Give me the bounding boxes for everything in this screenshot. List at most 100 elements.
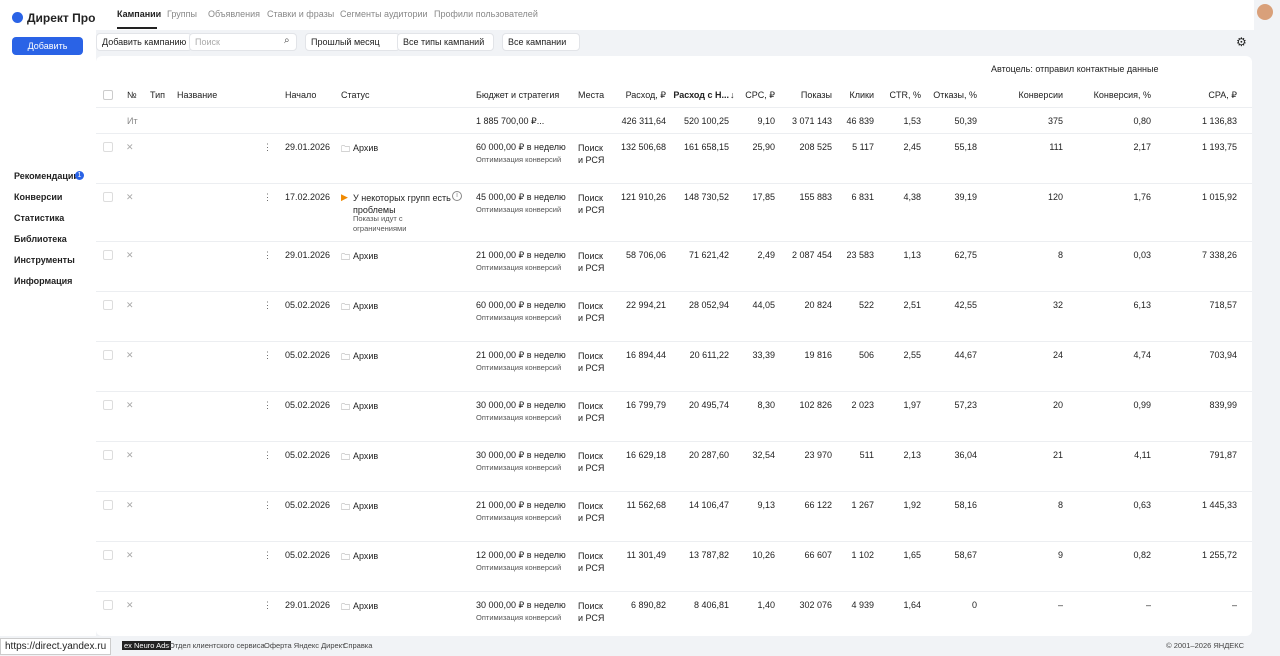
metric: 1 255,72 bbox=[1201, 550, 1237, 560]
tab[interactable]: Ставки и фразы bbox=[267, 9, 335, 19]
metric: 66 607 bbox=[804, 550, 832, 560]
status: У некоторых групп есть проблемы bbox=[353, 193, 451, 215]
budget: 21 000,00 ₽ в неделю bbox=[476, 500, 566, 510]
menu-dots[interactable]: ⋮ bbox=[263, 142, 272, 152]
menu-item[interactable]: Информация bbox=[14, 276, 73, 286]
menu-item[interactable]: Библиотека bbox=[14, 234, 67, 244]
metric: 10,26 bbox=[752, 550, 775, 560]
metric: 132 506,68 bbox=[620, 142, 666, 152]
footer-link[interactable]: ex Neuro Ads bbox=[122, 641, 172, 650]
total-value: 9,10 bbox=[757, 116, 775, 126]
column-header[interactable]: № bbox=[127, 90, 137, 100]
menu-dots[interactable]: ⋮ bbox=[263, 300, 272, 310]
info-icon[interactable]: i bbox=[452, 191, 462, 201]
metric: 2,55 bbox=[903, 350, 921, 360]
tab[interactable]: Сегменты аудитории bbox=[340, 9, 428, 19]
metric: 20 824 bbox=[804, 300, 832, 310]
metric: 703,94 bbox=[1209, 350, 1237, 360]
status-icon: 🗀 bbox=[341, 452, 351, 462]
footer-link[interactable]: Отдел клиентского сервиса bbox=[169, 641, 265, 650]
menu-item[interactable]: Инструменты bbox=[14, 255, 75, 265]
tab[interactable]: Группы bbox=[167, 9, 197, 19]
metric: 791,87 bbox=[1209, 450, 1237, 460]
copyright: © 2001–2026 ЯНДЕКС bbox=[1166, 641, 1244, 650]
metric: 11 562,68 bbox=[626, 500, 666, 510]
add-campaign[interactable]: Добавить кампанию bbox=[96, 33, 193, 51]
metric: 6,13 bbox=[1133, 300, 1151, 310]
metric: 1,40 bbox=[757, 600, 775, 610]
status-icon: 🗀 bbox=[341, 252, 351, 262]
metric: 1 015,92 bbox=[1201, 192, 1237, 202]
places: Поиск и РСЯ bbox=[578, 551, 605, 573]
checkbox bbox=[103, 400, 113, 410]
status-icon: 🗀 bbox=[341, 552, 351, 562]
column-header[interactable]: Расход, ₽ bbox=[625, 90, 666, 100]
row-divider bbox=[96, 491, 1252, 492]
metric: 57,23 bbox=[954, 400, 977, 410]
column-header[interactable]: Начало bbox=[285, 90, 317, 100]
column-header[interactable]: Конверсия, % bbox=[1093, 90, 1151, 100]
campaign-icon: ✕ bbox=[126, 300, 134, 310]
footer-link[interactable]: Справка bbox=[343, 641, 373, 650]
column-header[interactable]: Конверсии bbox=[1018, 90, 1063, 100]
menu-dots[interactable]: ⋮ bbox=[263, 500, 272, 510]
column-header[interactable]: Статус bbox=[341, 90, 370, 100]
filter[interactable]: Прошлый месяц bbox=[305, 33, 400, 51]
avatar[interactable] bbox=[1257, 4, 1273, 20]
column-header[interactable]: Клики bbox=[849, 90, 875, 100]
budget: 30 000,00 ₽ в неделю bbox=[476, 600, 566, 610]
menu-dots[interactable]: ⋮ bbox=[263, 250, 272, 260]
column-header[interactable]: Название bbox=[177, 90, 218, 100]
status-note: Показы идут с ограничениями bbox=[353, 214, 407, 233]
metric: 8,30 bbox=[757, 400, 775, 410]
settings-icon[interactable]: ⚙ bbox=[1236, 35, 1247, 49]
tab[interactable]: Объявления bbox=[208, 9, 261, 19]
menu-item[interactable]: Конверсии bbox=[14, 192, 63, 202]
metric: 1 267 bbox=[851, 500, 874, 510]
tab[interactable]: Профили пользователей bbox=[434, 9, 538, 19]
menu-dots[interactable]: ⋮ bbox=[263, 400, 272, 410]
tab[interactable]: Кампании bbox=[117, 9, 162, 19]
metric: 20 bbox=[1052, 400, 1063, 410]
footer-link[interactable]: Оферта Яндекс Директ bbox=[264, 641, 346, 650]
search[interactable]: Поиск bbox=[189, 33, 297, 51]
filter[interactable]: Все кампании bbox=[502, 33, 580, 51]
menu-dots[interactable]: ⋮ bbox=[263, 450, 272, 460]
metric: 20 611,22 bbox=[689, 350, 729, 360]
column-header[interactable]: Показы bbox=[800, 90, 832, 100]
menu-dots[interactable]: ⋮ bbox=[263, 600, 272, 610]
campaign-icon: ✕ bbox=[126, 350, 134, 360]
status: Архив bbox=[353, 251, 379, 261]
metric: – bbox=[1231, 600, 1237, 610]
metric: 42,55 bbox=[954, 300, 977, 310]
column-header[interactable]: CPC, ₽ bbox=[745, 90, 775, 100]
metric: 302 076 bbox=[799, 600, 832, 610]
campaign-icon: ✕ bbox=[126, 600, 134, 610]
filter[interactable]: Все типы кампаний bbox=[397, 33, 494, 51]
metric: 148 730,52 bbox=[683, 192, 729, 202]
metric: 16 894,44 bbox=[625, 350, 666, 360]
column-header[interactable]: Расход с Н... bbox=[673, 90, 729, 100]
column-header[interactable]: CPA, ₽ bbox=[1208, 90, 1237, 100]
campaign-icon: ✕ bbox=[126, 400, 134, 410]
total-value: 3 071 143 bbox=[791, 116, 832, 126]
column-header[interactable]: Бюджет и стратегия bbox=[476, 90, 560, 100]
menu-dots[interactable]: ⋮ bbox=[263, 350, 272, 360]
menu-dots[interactable]: ⋮ bbox=[263, 192, 272, 202]
menu-item[interactable]: Рекомендации bbox=[14, 171, 79, 181]
menu-dots[interactable]: ⋮ bbox=[263, 550, 272, 560]
row-divider bbox=[96, 391, 1252, 392]
add-button[interactable]: Добавить bbox=[12, 37, 83, 55]
column-header[interactable]: CTR, % bbox=[889, 90, 922, 100]
column-header[interactable]: Отказы, % bbox=[933, 90, 977, 100]
places: Поиск и РСЯ bbox=[578, 351, 605, 373]
metric: 1 193,75 bbox=[1201, 142, 1237, 152]
strategy: Оптимизация конверсий bbox=[476, 363, 562, 372]
footer-bar bbox=[0, 636, 1280, 656]
menu-item[interactable]: Статистика bbox=[14, 213, 65, 223]
column-header[interactable]: Места bbox=[578, 90, 605, 100]
metric: 32,54 bbox=[752, 450, 775, 460]
column-header[interactable]: Тип bbox=[150, 90, 166, 100]
metric: 32 bbox=[1052, 300, 1063, 310]
